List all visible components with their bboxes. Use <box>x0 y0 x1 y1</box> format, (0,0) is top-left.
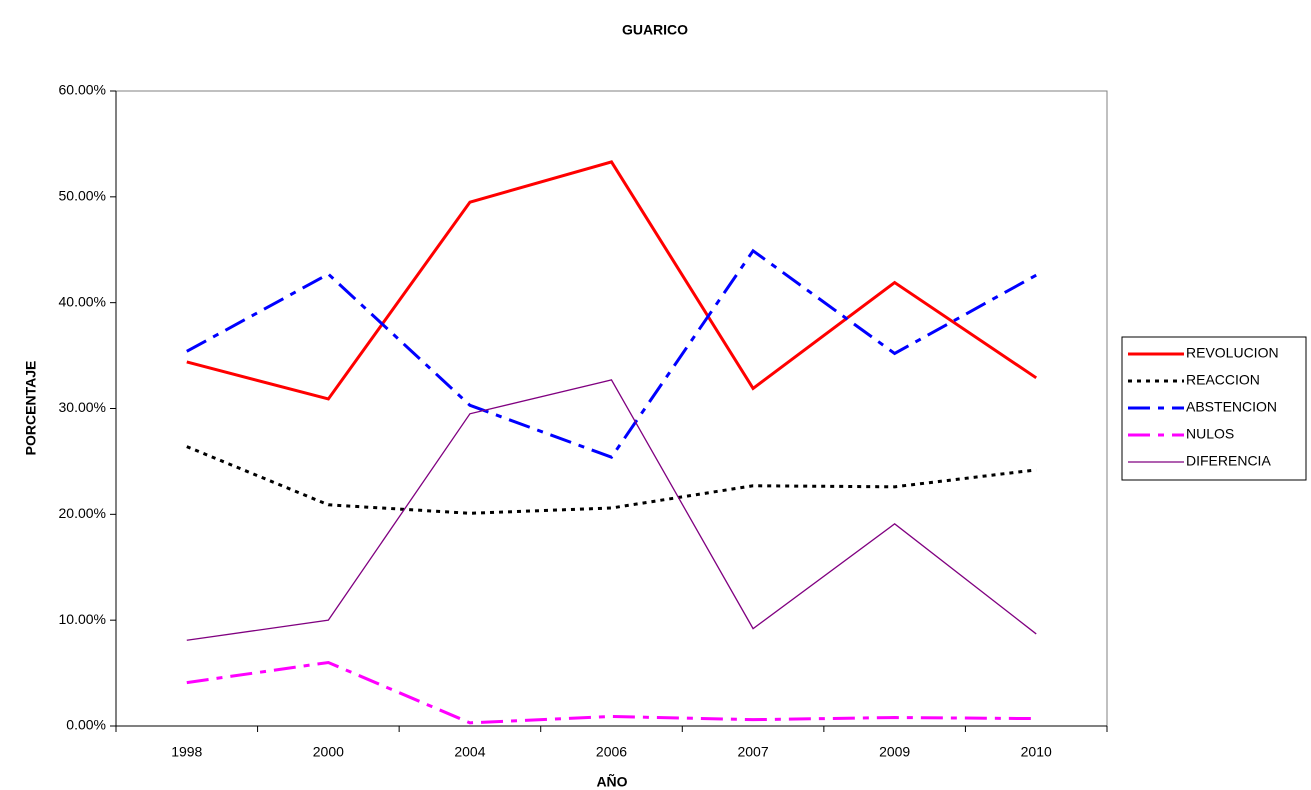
plot-area <box>115 90 1108 727</box>
x-tick-label: 2004 <box>454 744 485 760</box>
x-tick-label: 2010 <box>1021 744 1052 760</box>
x-axis-label: AÑO <box>596 773 627 790</box>
line-series <box>186 379 1037 641</box>
y-tick-label: 0.00% <box>66 717 106 733</box>
line-series <box>186 160 1038 401</box>
chart-title: GUARICO <box>622 22 688 38</box>
x-tick-label: 1998 <box>171 744 202 760</box>
x-tick-label: 2007 <box>737 744 768 760</box>
y-tick-label: 50.00% <box>59 188 106 204</box>
line-series <box>186 248 1037 459</box>
line-series <box>186 445 1037 515</box>
legend <box>1121 336 1307 481</box>
y-tick-label: 60.00% <box>59 82 106 98</box>
x-tick-label: 2006 <box>596 744 627 760</box>
x-tick-label: 2009 <box>879 744 910 760</box>
y-tick-label: 40.00% <box>59 293 106 309</box>
y-axis-label: PORCENTAJE <box>23 361 39 456</box>
y-tick-label: 20.00% <box>59 505 106 521</box>
legend-label: ABSTENCION <box>1186 399 1277 415</box>
x-tick-label: 2000 <box>313 744 344 760</box>
legend-label: REVOLUCION <box>1186 345 1279 361</box>
legend-label: REACCION <box>1186 372 1260 388</box>
line-series <box>186 660 1037 725</box>
y-tick-label: 10.00% <box>59 611 106 627</box>
legend-label: NULOS <box>1186 426 1234 442</box>
y-tick-label: 30.00% <box>59 399 106 415</box>
legend-label: DIFERENCIA <box>1186 453 1271 469</box>
